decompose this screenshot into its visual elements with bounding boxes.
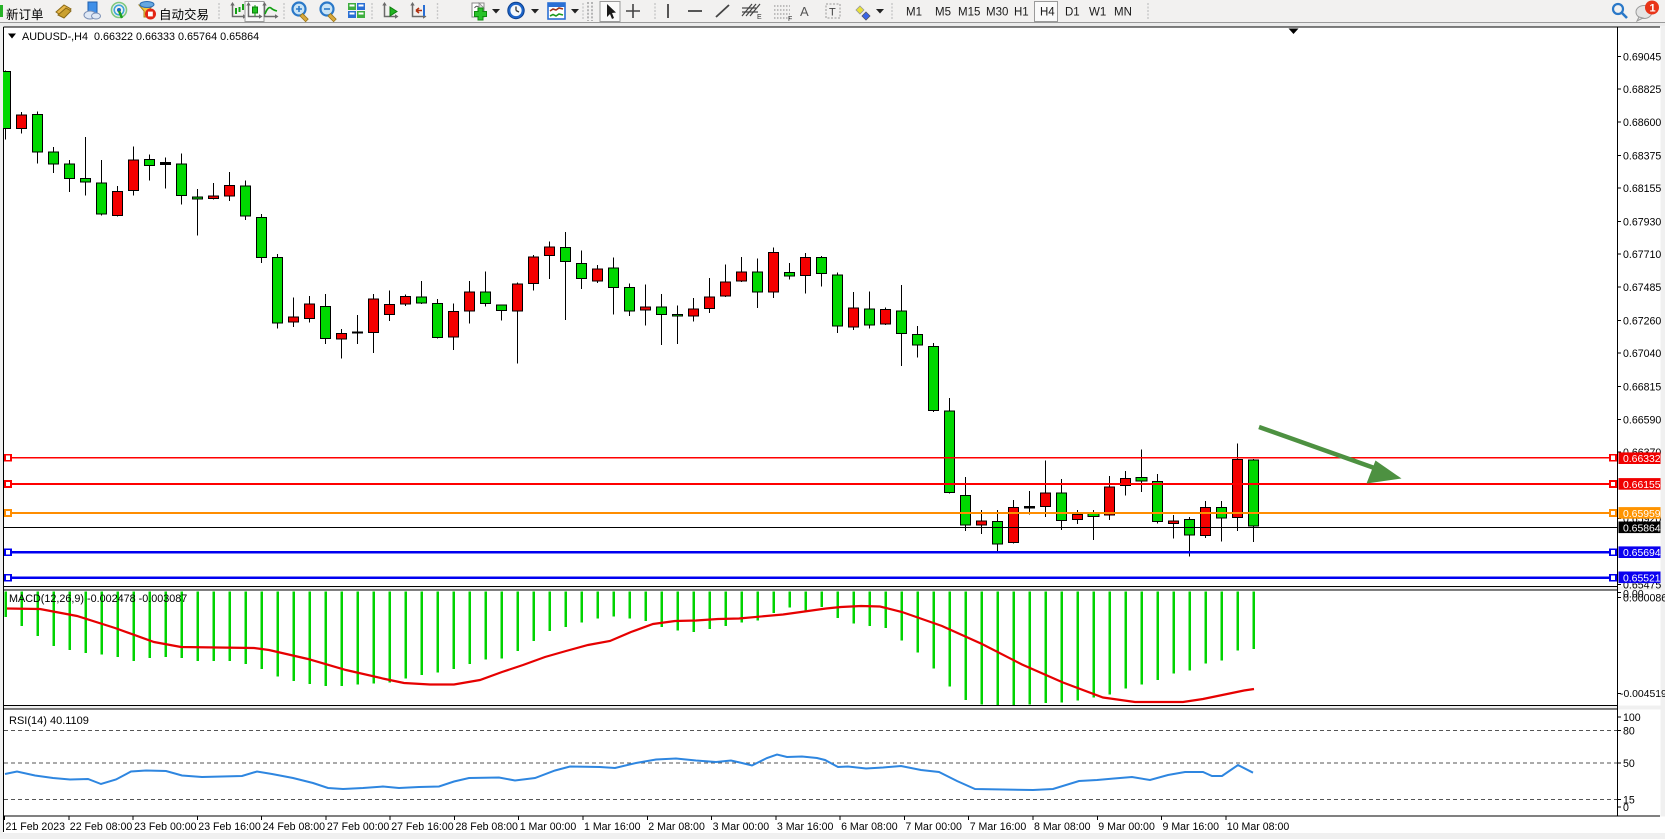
svg-text:0.65521: 0.65521 (1623, 573, 1661, 584)
svg-text:0.68825: 0.68825 (1623, 84, 1661, 96)
svg-text:T: T (829, 7, 836, 19)
svg-text:1 Mar 16:00: 1 Mar 16:00 (584, 821, 641, 833)
svg-text:9 Mar 16:00: 9 Mar 16:00 (1163, 821, 1220, 833)
svg-text:0.65864: 0.65864 (1623, 523, 1661, 534)
svg-text:3 Mar 00:00: 3 Mar 00:00 (713, 821, 770, 833)
svg-text:-0.004519: -0.004519 (1620, 689, 1665, 700)
svg-text:0.67710: 0.67710 (1623, 249, 1661, 261)
svg-text:M15: M15 (958, 7, 980, 19)
svg-text:15: 15 (1623, 795, 1635, 807)
svg-text:8 Mar 08:00: 8 Mar 08:00 (1034, 821, 1091, 833)
svg-text:24 Feb 08:00: 24 Feb 08:00 (263, 821, 326, 833)
svg-text:0.67485: 0.67485 (1623, 282, 1661, 294)
svg-text:0.67260: 0.67260 (1623, 315, 1661, 327)
svg-text:0.68155: 0.68155 (1623, 183, 1661, 195)
svg-text:0.65959: 0.65959 (1623, 509, 1661, 520)
svg-text:10 Mar 08:00: 10 Mar 08:00 (1227, 821, 1290, 833)
svg-text:0.69045: 0.69045 (1623, 51, 1661, 63)
svg-text:3 Mar 16:00: 3 Mar 16:00 (777, 821, 834, 833)
svg-text:6 Mar 08:00: 6 Mar 08:00 (841, 821, 898, 833)
svg-text:M1: M1 (906, 7, 922, 19)
svg-text:RSI(14) 40.1109: RSI(14) 40.1109 (9, 715, 89, 727)
svg-text:M30: M30 (986, 7, 1008, 19)
svg-text:A: A (800, 4, 809, 19)
svg-text:21 Feb 2023: 21 Feb 2023 (6, 821, 66, 833)
svg-text:1: 1 (1650, 3, 1656, 15)
svg-text:0.68375: 0.68375 (1623, 150, 1661, 162)
svg-text:100: 100 (1623, 712, 1641, 724)
svg-text:E: E (757, 14, 762, 21)
svg-text:28 Feb 08:00: 28 Feb 08:00 (456, 821, 519, 833)
svg-text:0.65694: 0.65694 (1623, 548, 1661, 559)
svg-text:7 Mar 00:00: 7 Mar 00:00 (905, 821, 962, 833)
svg-text:H4: H4 (1040, 7, 1055, 19)
svg-text:22 Feb 08:00: 22 Feb 08:00 (70, 821, 133, 833)
svg-text:D1: D1 (1065, 7, 1080, 19)
svg-text:80: 80 (1623, 726, 1635, 738)
svg-text:0.00: 0.00 (1623, 589, 1644, 601)
svg-text:0.67930: 0.67930 (1623, 216, 1661, 228)
svg-text:M5: M5 (935, 7, 951, 19)
svg-text:0.67040: 0.67040 (1623, 348, 1661, 360)
svg-text:27 Feb 00:00: 27 Feb 00:00 (327, 821, 390, 833)
svg-text:0.66590: 0.66590 (1623, 415, 1661, 427)
svg-text:23 Feb 16:00: 23 Feb 16:00 (198, 821, 261, 833)
svg-text:MACD(12,26,9) -0.002478 -0.003: MACD(12,26,9) -0.002478 -0.003087 (9, 593, 187, 605)
svg-text:9 Mar 00:00: 9 Mar 00:00 (1098, 821, 1155, 833)
svg-text:MN: MN (1114, 7, 1132, 19)
svg-text:0: 0 (1623, 802, 1629, 814)
svg-text:27 Feb 16:00: 27 Feb 16:00 (391, 821, 454, 833)
svg-text:W1: W1 (1089, 7, 1106, 19)
svg-text:50: 50 (1623, 758, 1635, 770)
svg-text:23 Feb 00:00: 23 Feb 00:00 (134, 821, 197, 833)
svg-text:2 Mar 08:00: 2 Mar 08:00 (648, 821, 705, 833)
svg-text:AUDUSD-,H4 0.66322 0.66333 0.: AUDUSD-,H4 0.66322 0.66333 0.65764 0.658… (22, 31, 259, 43)
svg-text:1 Mar 00:00: 1 Mar 00:00 (520, 821, 577, 833)
svg-text:H1: H1 (1014, 7, 1029, 19)
svg-text:0.66815: 0.66815 (1623, 381, 1661, 393)
svg-text:0.68600: 0.68600 (1623, 117, 1661, 129)
svg-text:F: F (788, 16, 792, 23)
svg-text:0.66332: 0.66332 (1623, 454, 1661, 465)
svg-text:0.66155: 0.66155 (1623, 480, 1661, 491)
svg-text:7 Mar 16:00: 7 Mar 16:00 (970, 821, 1027, 833)
svg-text:0.000086: 0.000086 (1623, 593, 1665, 605)
